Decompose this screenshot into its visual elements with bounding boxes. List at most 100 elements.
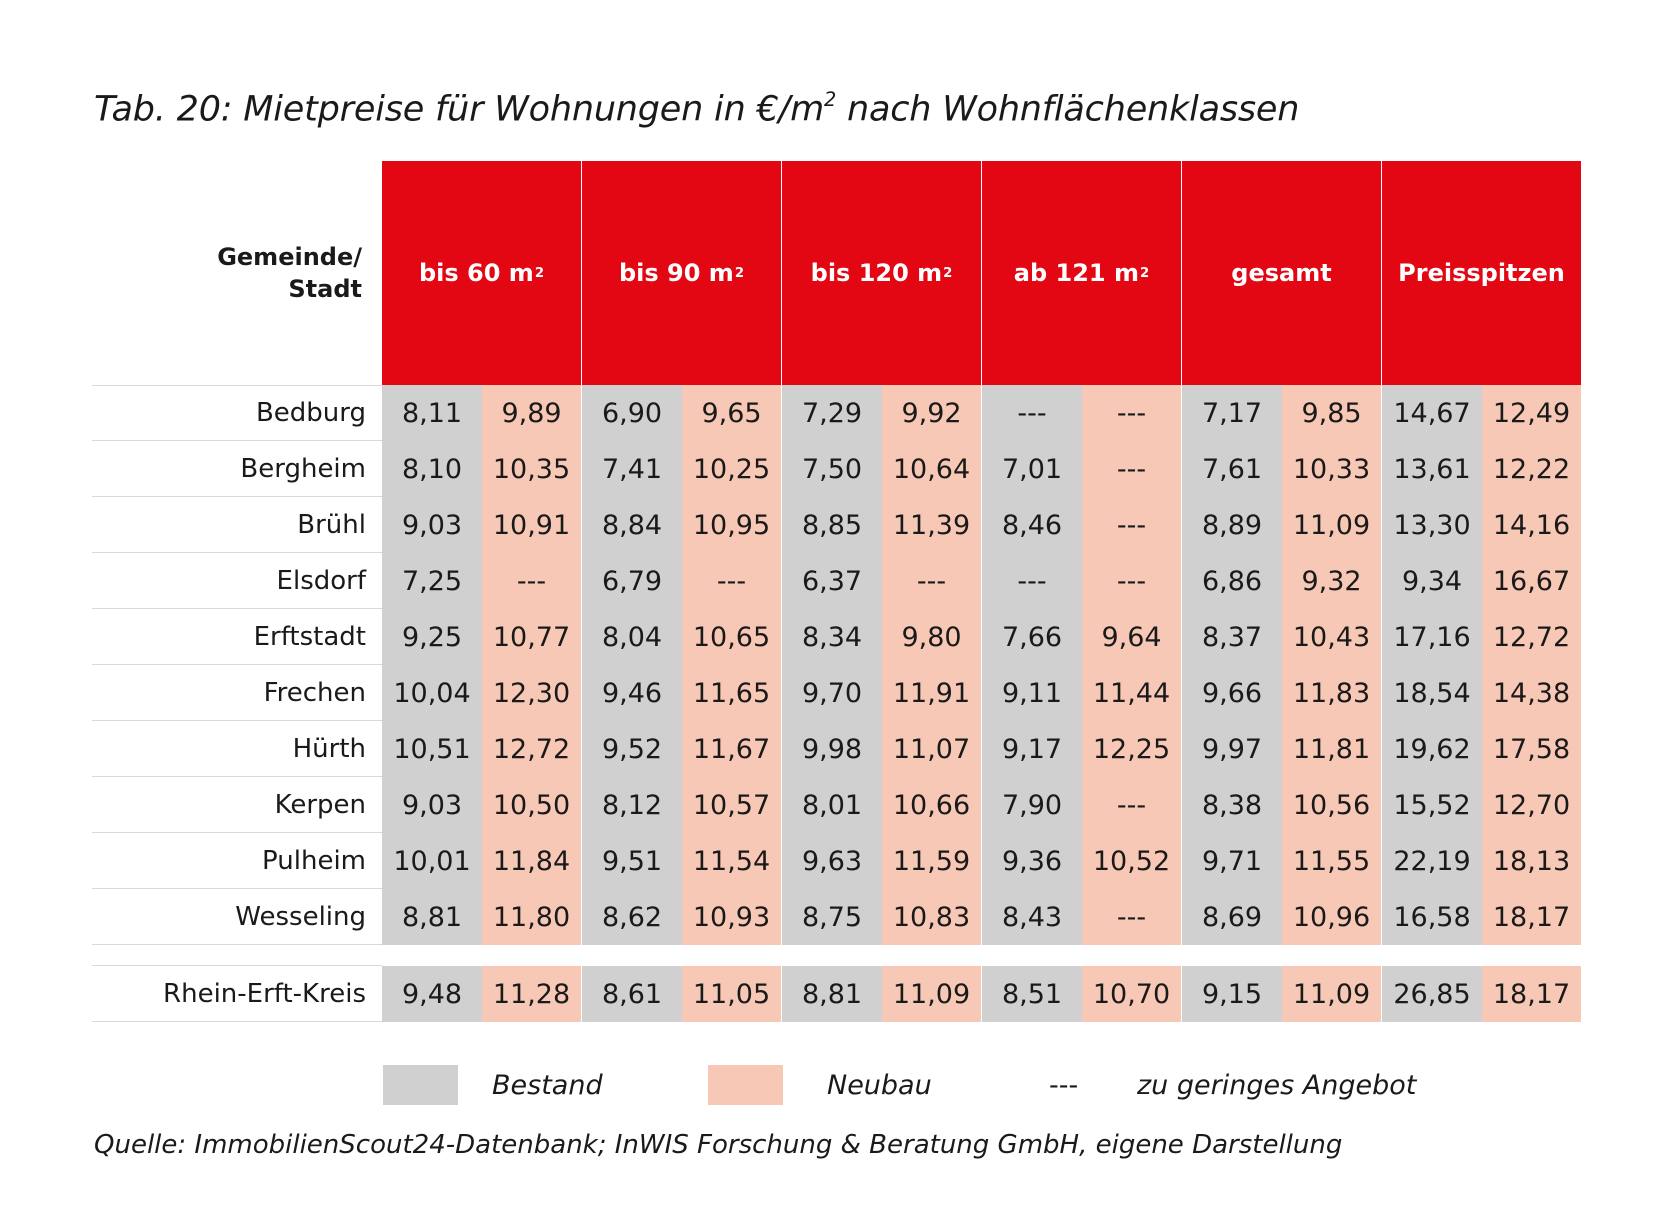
cell-neubau: 9,32: [1282, 553, 1381, 609]
cell-bestand: 8,69: [1182, 889, 1282, 945]
cell-neubau: 18,17: [1482, 889, 1581, 945]
cell-neubau: 11,09: [882, 966, 981, 1022]
cell-bestand: 6,79: [582, 553, 682, 609]
row-divider: [92, 776, 382, 777]
header-label-line1: Gemeinde/: [217, 243, 362, 271]
row-name-br-hl: Brühl: [297, 510, 366, 540]
cell-neubau: 10,25: [682, 441, 781, 497]
cell-neubau: ---: [882, 553, 981, 609]
row-name-frechen: Frechen: [263, 678, 366, 708]
cell-neubau: 11,84: [482, 833, 581, 889]
cell-bestand: 8,81: [382, 889, 482, 945]
cell-bestand: 6,90: [582, 385, 682, 441]
source-note: Quelle: ImmobilienScout24-Datenbank; InW…: [94, 1130, 1343, 1160]
cell-neubau: 11,81: [1282, 721, 1381, 777]
cell-bestand: 9,46: [582, 665, 682, 721]
cell-bestand: 6,37: [782, 553, 882, 609]
cell-bestand: 9,52: [582, 721, 682, 777]
header-col-sup: 2: [1140, 265, 1150, 281]
cell-bestand: 26,85: [1382, 966, 1482, 1022]
cell-neubau: 16,67: [1482, 553, 1581, 609]
cell-bestand: 8,51: [982, 966, 1082, 1022]
cell-bestand: 7,01: [982, 441, 1082, 497]
cell-neubau: ---: [1082, 889, 1181, 945]
cell-neubau: 9,64: [1082, 609, 1181, 665]
cell-bestand: 9,63: [782, 833, 882, 889]
header-col-5: gesamt: [1182, 161, 1381, 385]
header-col-label: bis 90 m: [619, 259, 734, 287]
cell-neubau: 10,35: [482, 441, 581, 497]
cell-bestand: 8,10: [382, 441, 482, 497]
cell-bestand: 9,70: [782, 665, 882, 721]
legend: Bestand Neubau --- zu geringes Angebot: [383, 1065, 1533, 1105]
row-divider: [92, 440, 382, 441]
row-divider: [92, 664, 382, 665]
cell-bestand: 9,15: [1182, 966, 1282, 1022]
cell-neubau: 12,72: [482, 721, 581, 777]
cell-bestand: 8,12: [582, 777, 682, 833]
header-col-label: bis 120 m: [810, 259, 943, 287]
cell-neubau: 10,43: [1282, 609, 1381, 665]
row-divider: [92, 385, 382, 386]
cell-bestand: 9,48: [382, 966, 482, 1022]
cell-bestand: 7,50: [782, 441, 882, 497]
cell-neubau: 12,30: [482, 665, 581, 721]
cell-bestand: 10,01: [382, 833, 482, 889]
cell-neubau: 10,50: [482, 777, 581, 833]
cell-neubau: 10,33: [1282, 441, 1381, 497]
cell-bestand: 7,61: [1182, 441, 1282, 497]
cell-bestand: 9,97: [1182, 721, 1282, 777]
cell-bestand: 9,25: [382, 609, 482, 665]
cell-neubau: 11,07: [882, 721, 981, 777]
cell-neubau: 10,70: [1082, 966, 1181, 1022]
cell-neubau: 11,28: [482, 966, 581, 1022]
row-divider: [92, 496, 382, 497]
cell-neubau: 11,39: [882, 497, 981, 553]
cell-neubau: 11,54: [682, 833, 781, 889]
cell-neubau: 12,22: [1482, 441, 1581, 497]
legend-bestand-swatch: [383, 1065, 458, 1105]
row-divider: [92, 720, 382, 721]
row-name-bergheim: Bergheim: [240, 454, 366, 484]
rent-table: Gemeinde/ Stadt bis 60 m 2 bis 90 m 2 bis 12…: [92, 161, 1588, 1025]
cell-neubau: 17,58: [1482, 721, 1581, 777]
cell-neubau: ---: [1082, 441, 1181, 497]
cell-bestand: 7,25: [382, 553, 482, 609]
cell-bestand: 7,41: [582, 441, 682, 497]
cell-neubau: 11,65: [682, 665, 781, 721]
cell-neubau: 11,44: [1082, 665, 1181, 721]
cell-neubau: 11,09: [1282, 497, 1381, 553]
cell-bestand: 8,89: [1182, 497, 1282, 553]
cell-bestand: 8,38: [1182, 777, 1282, 833]
cell-neubau: 10,95: [682, 497, 781, 553]
cell-bestand: 7,90: [982, 777, 1082, 833]
cell-neubau: ---: [1082, 777, 1181, 833]
cell-bestand: 8,43: [982, 889, 1082, 945]
cell-bestand: 8,11: [382, 385, 482, 441]
cell-bestand: ---: [982, 385, 1082, 441]
row-divider: [92, 1021, 382, 1022]
cell-bestand: 8,62: [582, 889, 682, 945]
cell-neubau: 10,83: [882, 889, 981, 945]
cell-neubau: 10,77: [482, 609, 581, 665]
legend-neubau-swatch: [708, 1065, 783, 1105]
cell-neubau: 9,89: [482, 385, 581, 441]
cell-neubau: 10,93: [682, 889, 781, 945]
cell-bestand: 8,34: [782, 609, 882, 665]
row-name-total: Rhein-Erft-Kreis: [163, 979, 366, 1009]
cell-neubau: 10,66: [882, 777, 981, 833]
cell-neubau: 10,96: [1282, 889, 1381, 945]
cell-bestand: 7,17: [1182, 385, 1282, 441]
cell-bestand: 9,17: [982, 721, 1082, 777]
legend-neubau-label: Neubau: [827, 1069, 932, 1101]
cell-bestand: 8,84: [582, 497, 682, 553]
cell-bestand: 8,01: [782, 777, 882, 833]
cell-bestand: 9,11: [982, 665, 1082, 721]
cell-bestand: 7,29: [782, 385, 882, 441]
cell-bestand: 18,54: [1382, 665, 1482, 721]
header-col-sup: 2: [534, 265, 544, 281]
